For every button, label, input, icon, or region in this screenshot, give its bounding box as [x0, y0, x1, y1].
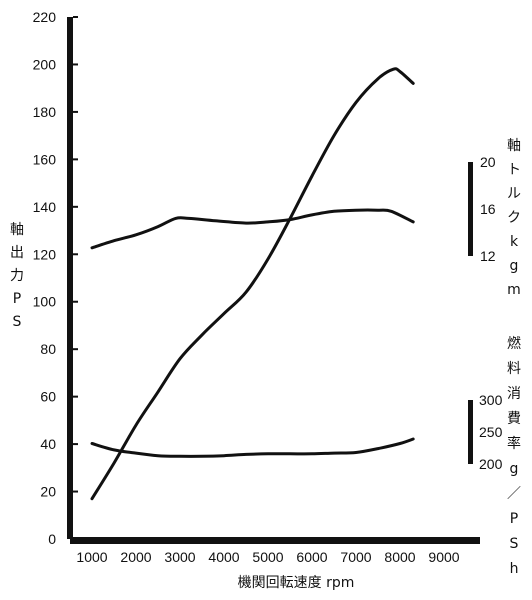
fuel-axis-title-char: 費	[507, 411, 521, 427]
power-tick-mark	[73, 395, 78, 398]
power-axis-title-char: 出	[10, 245, 24, 261]
power-tick-mark	[73, 158, 78, 161]
power-axis-title-char: P	[13, 291, 21, 307]
x-tick-label: 1000	[76, 549, 107, 565]
power-tick-mark	[73, 16, 78, 18]
power-axis-title-char: 軸	[10, 222, 24, 238]
power-tick-mark	[73, 110, 78, 113]
power-tick-label: 60	[40, 389, 56, 405]
power-tick-mark	[73, 300, 78, 303]
x-tick-label: 4000	[208, 549, 239, 565]
axes-group	[67, 16, 480, 544]
fuel-axis-title-char: S	[510, 536, 519, 552]
x-tick-label: 7000	[340, 549, 371, 565]
power-tick-label: 220	[33, 9, 57, 25]
torque-axis-title-char: g	[510, 258, 519, 274]
left-axis-line	[67, 17, 73, 539]
x-axis-line	[70, 537, 480, 544]
torque-tick-label: 16	[480, 201, 496, 217]
x-axis-title: 機関回転速度 rpm	[238, 575, 355, 591]
power-tick-mark	[73, 348, 78, 351]
power-tick-mark	[73, 490, 78, 493]
torque-curve	[90, 208, 415, 250]
power-tick-mark	[73, 538, 78, 540]
fuel-axis-title-char: g	[510, 461, 519, 477]
power-axis-title-char: 力	[10, 268, 24, 284]
fuel-axis-title-char: 率	[507, 435, 521, 452]
series-group	[90, 67, 415, 501]
torque-axis-title-char: k	[510, 234, 519, 250]
power-tick-label: 200	[33, 56, 57, 72]
torque-axis-line	[468, 162, 473, 256]
power-axis-title-char: S	[13, 314, 22, 330]
power-tick-label: 80	[40, 341, 56, 357]
fuel-axis-title-char: 料	[507, 361, 521, 377]
x-tick-label: 8000	[384, 549, 415, 565]
fuel-curve	[90, 437, 415, 458]
fuel-axis-title-char: P	[510, 511, 518, 527]
x-tick-label: 6000	[296, 549, 327, 565]
power-tick-label: 120	[33, 246, 57, 262]
power-tick-mark	[73, 63, 78, 66]
fuel-tick-label: 200	[479, 456, 503, 472]
fuel-axis-title-char: ／	[507, 486, 521, 502]
x-tick-label: 3000	[164, 549, 195, 565]
x-tick-label: 9000	[428, 549, 459, 565]
fuel-tick-label: 250	[479, 424, 503, 440]
torque-axis-title-char: 軸	[507, 138, 521, 154]
x-tick-label: 2000	[120, 549, 151, 565]
torque-axis-title-char: ル	[507, 186, 521, 202]
power-tick-mark	[73, 205, 78, 208]
torque-tick-label: 12	[480, 248, 496, 264]
power-tick-label: 160	[33, 151, 57, 167]
power-tick-label: 20	[40, 484, 56, 500]
fuel-axis-line	[468, 400, 473, 464]
x-tick-label: 5000	[252, 549, 283, 565]
tick-labels-group: 0 20 40 60 80 100 120 140 160 180 200 220 1000 2000 30…	[33, 9, 503, 565]
power-tick-label: 100	[33, 294, 57, 310]
torque-axis-title-char: ト	[507, 162, 521, 178]
power-tick-label: 40	[40, 436, 56, 452]
power-tick-mark	[73, 443, 78, 446]
torque-axis-title-char: ク	[507, 210, 521, 226]
fuel-axis-title-char: 消	[507, 386, 521, 402]
power-tick-mark	[73, 253, 78, 256]
power-curve	[90, 67, 415, 501]
torque-tick-label: 20	[480, 154, 496, 170]
fuel-axis-title-char: 燃	[507, 335, 521, 352]
power-tick-label: 0	[48, 531, 56, 547]
power-tick-label: 180	[33, 104, 57, 120]
fuel-axis-title-char: h	[510, 561, 519, 577]
torque-axis-title-char: m	[507, 282, 521, 298]
fuel-tick-label: 300	[479, 392, 503, 408]
power-tick-label: 140	[33, 199, 57, 215]
